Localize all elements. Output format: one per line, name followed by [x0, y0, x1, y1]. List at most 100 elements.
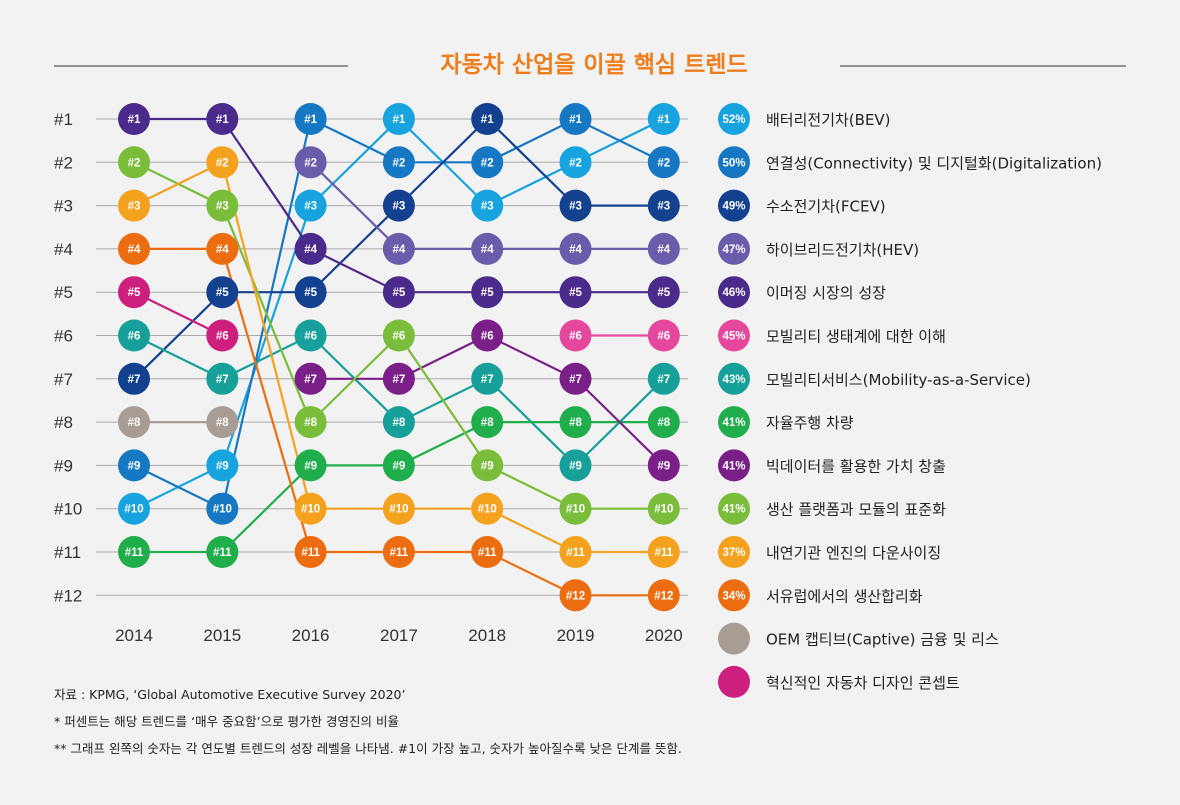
data-point	[471, 319, 504, 352]
data-point-label: #6	[657, 331, 670, 343]
data-point-label: #9	[304, 460, 317, 472]
data-point	[206, 103, 239, 135]
data-point-label: #2	[393, 157, 406, 169]
legend-label: 혁신적인 자동차 디자인 콘셉트	[766, 674, 960, 692]
data-point-label: #3	[569, 201, 582, 213]
data-point-label: #10	[124, 504, 143, 516]
data-point-label: #3	[216, 201, 229, 213]
chart-title: 자동차 산업을 이끌 핵심 트렌드	[440, 52, 747, 78]
series-line	[134, 421, 664, 554]
data-point	[647, 232, 680, 265]
data-point	[206, 536, 239, 568]
rank-tick-label: #2	[54, 153, 73, 172]
rank-tick-label: #6	[54, 327, 73, 346]
legend-label: 배터리전기차(BEV)	[766, 111, 891, 129]
data-point-label: #1	[128, 114, 141, 126]
legend-percent: 41%	[722, 504, 745, 516]
legend-percent: 34%	[722, 590, 745, 602]
data-point-label: #1	[657, 114, 670, 126]
data-point-label: #9	[481, 460, 494, 472]
data-point-label: #2	[481, 157, 494, 169]
data-point	[471, 103, 504, 135]
data-point	[294, 189, 327, 222]
data-point-label: #8	[657, 417, 670, 429]
data-point	[647, 492, 680, 525]
data-point-label: #9	[128, 460, 141, 472]
data-point	[647, 276, 680, 309]
data-point-label: #11	[566, 547, 585, 559]
data-point-label: #1	[569, 114, 582, 126]
legend-percent: 45%	[722, 331, 745, 343]
data-point	[118, 536, 150, 568]
year-tick-label: 2016	[292, 626, 330, 645]
data-point-label: #7	[393, 374, 406, 386]
data-point-label: #2	[657, 157, 670, 169]
data-point-label: #6	[216, 331, 229, 343]
legend-swatch	[718, 536, 750, 568]
data-point	[471, 232, 504, 265]
data-point-label: #1	[481, 114, 494, 126]
data-point	[206, 362, 239, 395]
data-point	[118, 362, 150, 395]
data-point-label: #3	[304, 201, 317, 213]
data-point	[118, 492, 150, 525]
legend-percent: 43%	[722, 374, 745, 386]
percent-note: * 퍼센트는 해당 트렌드를 ‘매우 중요함’으로 평가한 경영진의 비율	[54, 714, 399, 729]
data-point	[382, 276, 415, 309]
legend-label: 수소전기차(FCEV)	[766, 198, 886, 216]
data-point-label: #11	[213, 547, 232, 559]
data-point	[647, 103, 680, 135]
data-point	[118, 319, 150, 352]
data-point-label: #3	[393, 201, 406, 213]
data-point	[471, 146, 504, 179]
legend-label: 빅데이터를 활용한 가치 창출	[766, 457, 946, 475]
data-point	[294, 103, 327, 135]
legend-label: 생산 플랫폼과 모듈의 표준화	[766, 501, 946, 519]
data-point-label: #8	[216, 417, 229, 429]
data-point-label: #4	[393, 244, 406, 256]
legend-swatch	[718, 492, 750, 525]
data-point	[647, 406, 680, 439]
legend-label: OEM 캡티브(Captive) 금융 및 리스	[766, 631, 999, 649]
data-point	[559, 579, 592, 612]
legend-swatch	[718, 103, 750, 135]
data-point-label: #7	[569, 374, 582, 386]
data-point-label: #11	[390, 547, 409, 559]
data-point	[382, 232, 415, 265]
data-point-label: #5	[216, 287, 229, 299]
data-point-label: #10	[301, 504, 320, 516]
data-point-label: #11	[655, 547, 674, 559]
data-point	[559, 319, 592, 352]
legend-swatch	[718, 406, 750, 439]
legend-label: 서유럽에서의 생산합리화	[766, 587, 923, 605]
legend-label: 자율주행 차량	[766, 414, 854, 432]
data-point-label: #4	[304, 244, 317, 256]
legend-percent: 47%	[722, 244, 745, 256]
legend-swatch	[718, 276, 750, 309]
data-point	[206, 406, 239, 439]
data-point	[559, 276, 592, 309]
data-point-label: #9	[216, 460, 229, 472]
series-line	[310, 334, 665, 467]
data-point-label: #9	[657, 460, 670, 472]
data-point	[559, 492, 592, 525]
data-point-label: #11	[478, 547, 497, 559]
data-point-label: #5	[569, 287, 582, 299]
data-point-label: #4	[216, 244, 229, 256]
data-point-label: #11	[301, 547, 320, 559]
data-point	[206, 449, 239, 482]
data-point	[118, 232, 150, 265]
data-point	[382, 449, 415, 482]
year-tick-label: 2018	[468, 626, 506, 645]
data-point-label: #10	[566, 504, 585, 516]
data-point	[647, 189, 680, 222]
grid-lines	[96, 118, 688, 596]
data-point	[471, 276, 504, 309]
data-point-label: #1	[304, 114, 317, 126]
rank-tick-label: #8	[54, 413, 73, 432]
data-point	[647, 536, 680, 568]
series-points: #10 #9 #3 #1 #3 #2 #1 #9 #10 #1 #2 #2 #1 #2 #7 #5 #5 #3 #1…	[118, 103, 680, 612]
year-tick-label: 2017	[380, 626, 418, 645]
year-axis: 2014 2015 2016 2017 2018 2019 2020	[115, 626, 683, 645]
